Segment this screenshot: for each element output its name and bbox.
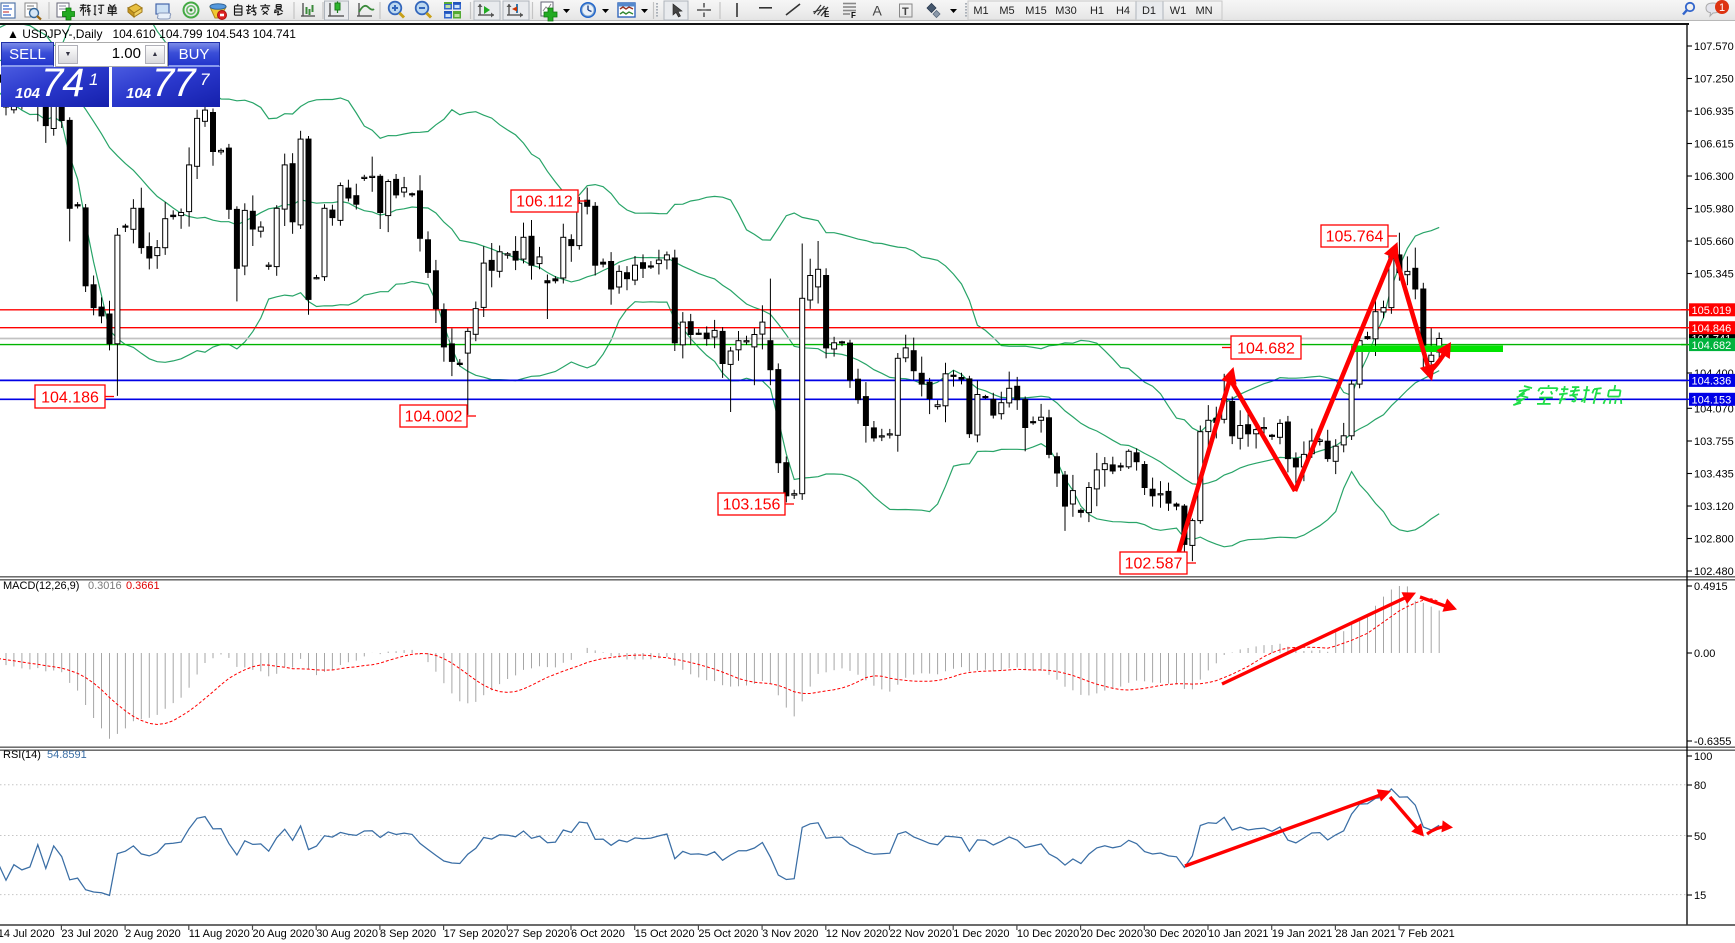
svg-text:0.4915: 0.4915 [1694,581,1728,593]
svg-text:H4: H4 [1116,5,1130,17]
svg-text:100: 100 [1694,751,1712,763]
svg-text:103.755: 103.755 [1694,436,1734,448]
svg-text:E: E [824,10,830,19]
svg-text:D1: D1 [1142,5,1156,17]
svg-text:6 Oct 2020: 6 Oct 2020 [571,928,625,940]
svg-text:M5: M5 [999,5,1014,17]
svg-text:0.3661: 0.3661 [126,580,160,592]
svg-text:104.186: 104.186 [41,390,99,407]
svg-text:23 Jul 2020: 23 Jul 2020 [61,928,118,940]
svg-text:104.070: 104.070 [1694,403,1734,415]
svg-text:M1: M1 [973,5,988,17]
svg-text:104.682: 104.682 [1692,340,1732,352]
svg-text:A: A [873,3,883,19]
svg-text:30 Aug 2020: 30 Aug 2020 [316,928,378,940]
svg-text:80: 80 [1694,780,1706,792]
svg-text:106.935: 106.935 [1694,106,1734,118]
svg-text:28 Jan 2021: 28 Jan 2021 [1335,928,1396,940]
svg-text:M30: M30 [1055,5,1076,17]
svg-text:-0.6355: -0.6355 [1694,736,1731,748]
svg-text:15: 15 [1694,890,1706,902]
svg-text:0.3016: 0.3016 [88,580,122,592]
svg-text:104.002: 104.002 [405,409,463,426]
svg-text:105.660: 105.660 [1694,236,1734,248]
svg-text:20 Aug 2020: 20 Aug 2020 [253,928,315,940]
svg-text:MN: MN [1195,5,1212,17]
svg-text:17 Sep 2020: 17 Sep 2020 [444,928,506,940]
svg-text:104.336: 104.336 [1692,376,1732,388]
svg-text:W1: W1 [1170,5,1187,17]
svg-text:106.300: 106.300 [1694,171,1734,183]
svg-text:103.435: 103.435 [1694,469,1734,481]
svg-text:102.587: 102.587 [1125,556,1183,573]
svg-text:105.019: 105.019 [1692,305,1732,317]
svg-text:25 Oct 2020: 25 Oct 2020 [698,928,758,940]
svg-text:105.764: 105.764 [1326,229,1384,246]
svg-text:MACD(12,26,9): MACD(12,26,9) [3,580,79,592]
svg-text:8 Sep 2020: 8 Sep 2020 [380,928,436,940]
svg-text:10 Jan 2021: 10 Jan 2021 [1208,928,1269,940]
svg-text:105.345: 105.345 [1694,269,1734,281]
svg-text:7 Feb 2021: 7 Feb 2021 [1399,928,1455,940]
svg-text:107.250: 107.250 [1694,74,1734,86]
svg-text:106.112: 106.112 [516,194,573,211]
svg-text:102.800: 102.800 [1694,534,1734,546]
svg-text:22 Nov 2020: 22 Nov 2020 [890,928,952,940]
svg-text:11 Aug 2020: 11 Aug 2020 [189,928,250,940]
svg-text:F: F [851,11,856,20]
svg-text:103.120: 103.120 [1694,501,1734,513]
svg-text:10 Dec 2020: 10 Dec 2020 [1017,928,1079,940]
svg-text:30 Dec 2020: 30 Dec 2020 [1144,928,1206,940]
svg-text:104.153: 104.153 [1692,395,1732,407]
svg-text:20 Dec 2020: 20 Dec 2020 [1081,928,1143,940]
svg-text:15 Oct 2020: 15 Oct 2020 [635,928,695,940]
svg-text:102.480: 102.480 [1694,566,1734,578]
svg-text:2 Aug 2020: 2 Aug 2020 [125,928,181,940]
svg-text:107.570: 107.570 [1694,41,1734,53]
svg-text:54.8591: 54.8591 [47,749,87,761]
svg-text:T: T [902,6,909,18]
svg-text:3 Nov 2020: 3 Nov 2020 [762,928,818,940]
svg-text:14 Jul 2020: 14 Jul 2020 [0,928,55,940]
svg-text:1: 1 [1719,2,1725,14]
svg-text:50: 50 [1694,831,1706,843]
svg-text:M15: M15 [1025,5,1046,17]
svg-text:104.682: 104.682 [1237,341,1295,358]
svg-text:106.615: 106.615 [1694,139,1734,151]
svg-text:0.00: 0.00 [1694,648,1715,660]
svg-text:27 Sep 2020: 27 Sep 2020 [507,928,569,940]
svg-text:105.980: 105.980 [1694,204,1734,216]
svg-text:H1: H1 [1090,5,1104,17]
svg-text:104.846: 104.846 [1692,323,1732,335]
svg-text:103.156: 103.156 [723,497,781,514]
svg-text:19 Jan 2021: 19 Jan 2021 [1272,928,1333,940]
svg-text:12 Nov 2020: 12 Nov 2020 [826,928,888,940]
svg-text:RSI(14): RSI(14) [3,749,41,761]
svg-text:1 Dec 2020: 1 Dec 2020 [953,928,1009,940]
